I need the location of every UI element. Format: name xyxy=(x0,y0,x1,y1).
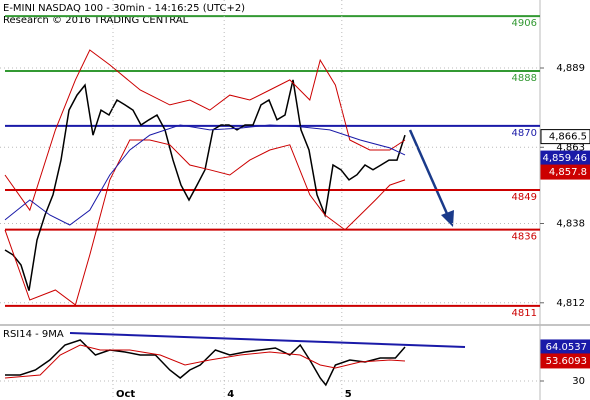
series-line xyxy=(4,49,406,212)
series-line xyxy=(4,124,406,226)
level-label: 4906 xyxy=(512,18,537,29)
series-line xyxy=(4,344,406,379)
level-label: 4888 xyxy=(512,73,537,84)
arrow-head xyxy=(441,210,454,227)
price-tag-label: 4,866.5 xyxy=(549,132,587,143)
y-tick-label: 4,838 xyxy=(556,219,585,230)
price-tag-label: 53.6093 xyxy=(546,356,587,367)
x-tick-label: 4 xyxy=(227,389,234,400)
level-label: 4870 xyxy=(512,128,537,139)
price-tag-label: 4,857.8 xyxy=(549,167,587,178)
price-tag xyxy=(540,164,590,180)
level-label: 4836 xyxy=(512,232,537,243)
price-tag-label: 64.0537 xyxy=(546,342,587,353)
price-tag-label: 4,859.46 xyxy=(542,153,587,164)
y-tick-label: 4,889 xyxy=(556,63,585,74)
price-tag xyxy=(540,129,590,145)
rsi-trendline xyxy=(69,332,466,348)
y-tick-label: 30 xyxy=(572,376,585,387)
forecast-arrow xyxy=(408,129,450,217)
rsi-title: RSI14 - 9MA xyxy=(3,329,64,340)
level-label: 4811 xyxy=(512,308,537,319)
chart-subtitle: Research © 2016 TRADING CENTRAL xyxy=(3,15,189,26)
series-line xyxy=(4,139,406,306)
y-tick-label: 4,812 xyxy=(556,298,585,309)
x-tick-label: Oct xyxy=(116,389,135,400)
series-line xyxy=(5,339,406,387)
x-tick-label: 5 xyxy=(345,389,352,400)
level-label: 4849 xyxy=(512,192,537,203)
chart-title: E-MINI NASDAQ 100 - 30min - 14:16:25 (UT… xyxy=(3,3,245,14)
price-tag xyxy=(540,353,590,369)
series-line xyxy=(4,79,406,291)
y-tick-label: 4,863 xyxy=(556,142,585,153)
